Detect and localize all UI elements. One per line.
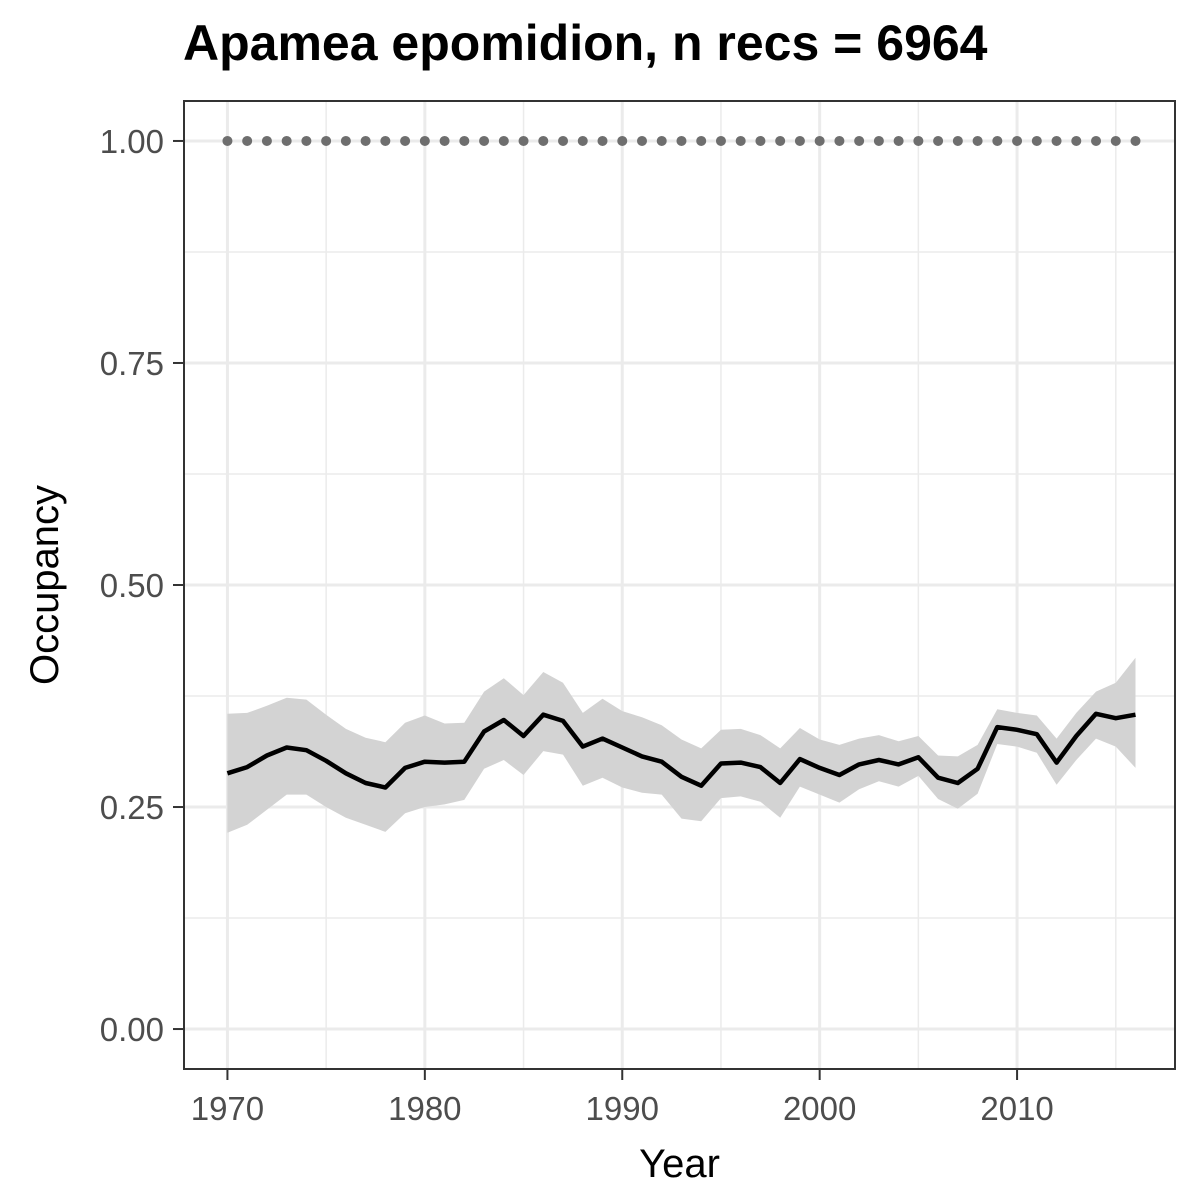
data-point xyxy=(656,135,667,146)
data-point xyxy=(577,135,588,146)
data-point xyxy=(834,135,845,146)
x-tick-label: 1980 xyxy=(388,1090,461,1127)
x-tick-label: 2000 xyxy=(783,1090,856,1127)
data-point xyxy=(1110,135,1121,146)
y-tick-label: 1.00 xyxy=(100,123,164,160)
data-point xyxy=(1031,135,1042,146)
occupancy-line xyxy=(226,711,1136,790)
data-point xyxy=(775,135,786,146)
data-point xyxy=(400,135,411,146)
data-point xyxy=(380,135,391,146)
y-axis: 0.00 0.25 0.50 0.75 1.00 xyxy=(100,123,184,1048)
chart-title: Apamea epomidion, n recs = 6964 xyxy=(183,15,988,71)
data-point xyxy=(873,135,884,146)
data-point xyxy=(242,135,253,146)
occupancy-line-layer xyxy=(226,711,1136,790)
data-point xyxy=(281,135,292,146)
data-point xyxy=(1012,135,1023,146)
x-axis: 1970 1980 1990 2000 2010 xyxy=(191,1069,1054,1127)
x-tick-label: 1970 xyxy=(191,1090,264,1127)
data-point xyxy=(538,135,549,146)
y-axis-title: Occupancy xyxy=(23,485,67,685)
data-point xyxy=(952,135,963,146)
data-point xyxy=(301,135,312,146)
data-point xyxy=(340,135,351,146)
data-point xyxy=(992,135,1003,146)
x-tick-label: 1990 xyxy=(586,1090,659,1127)
reference-points-layer xyxy=(222,135,1141,146)
data-point xyxy=(498,135,509,146)
data-point xyxy=(972,135,983,146)
data-point xyxy=(715,135,726,146)
y-tick-label: 0.75 xyxy=(100,345,164,382)
confidence-ribbon-layer xyxy=(227,657,1136,833)
data-point xyxy=(617,135,628,146)
data-point xyxy=(261,135,272,146)
data-point xyxy=(1091,135,1102,146)
x-tick-label: 2010 xyxy=(980,1090,1053,1127)
data-point xyxy=(933,135,944,146)
data-point xyxy=(1051,135,1062,146)
data-point xyxy=(676,135,687,146)
data-point xyxy=(222,135,233,146)
data-point xyxy=(636,135,647,146)
data-point xyxy=(360,135,371,146)
data-point xyxy=(814,135,825,146)
data-point xyxy=(558,135,569,146)
data-point xyxy=(419,135,430,146)
x-axis-title: Year xyxy=(639,1142,720,1186)
y-tick-label: 0.00 xyxy=(100,1011,164,1048)
y-tick-label: 0.25 xyxy=(100,789,164,826)
data-point xyxy=(1130,135,1141,146)
data-point xyxy=(439,135,450,146)
data-point xyxy=(755,135,766,146)
data-point xyxy=(794,135,805,146)
data-point xyxy=(735,135,746,146)
data-point xyxy=(597,135,608,146)
data-point xyxy=(913,135,924,146)
data-point xyxy=(854,135,865,146)
data-point xyxy=(893,135,904,146)
data-point xyxy=(1071,135,1082,146)
data-point xyxy=(321,135,332,146)
y-tick-label: 0.50 xyxy=(100,567,164,604)
data-point xyxy=(479,135,490,146)
data-point xyxy=(459,135,470,146)
data-point xyxy=(518,135,529,146)
data-point xyxy=(696,135,707,146)
confidence-ribbon xyxy=(227,657,1136,833)
